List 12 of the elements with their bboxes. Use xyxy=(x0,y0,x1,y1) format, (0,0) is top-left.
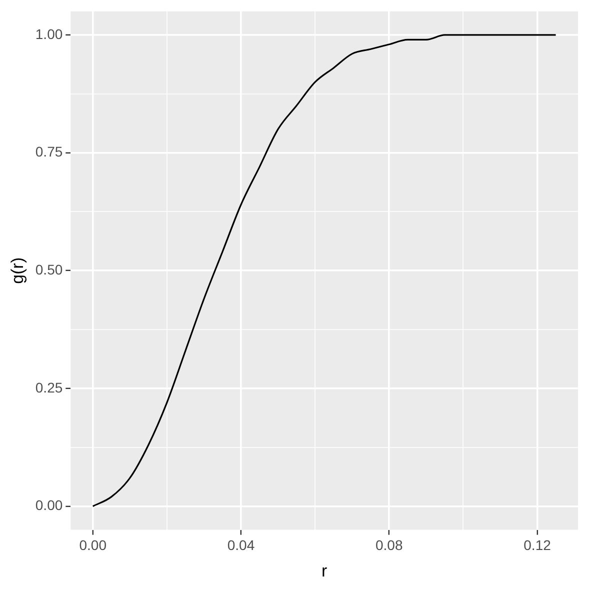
x-axis-title: r xyxy=(321,561,328,580)
y-tick-label: 0.00 xyxy=(35,497,63,514)
y-tick-label: 1.00 xyxy=(35,26,63,42)
x-tick-label: 0.08 xyxy=(376,537,403,554)
x-tick-label: 0.04 xyxy=(227,537,255,554)
y-axis-title: g(r) xyxy=(8,257,27,284)
y-tick-label: 0.25 xyxy=(35,379,63,396)
x-tick-label: 0.00 xyxy=(79,537,107,554)
y-tick-label: 0.75 xyxy=(35,144,63,160)
y-tick-label: 0.50 xyxy=(35,261,63,278)
x-tick-label: 0.12 xyxy=(524,537,552,554)
line-series xyxy=(92,34,557,508)
